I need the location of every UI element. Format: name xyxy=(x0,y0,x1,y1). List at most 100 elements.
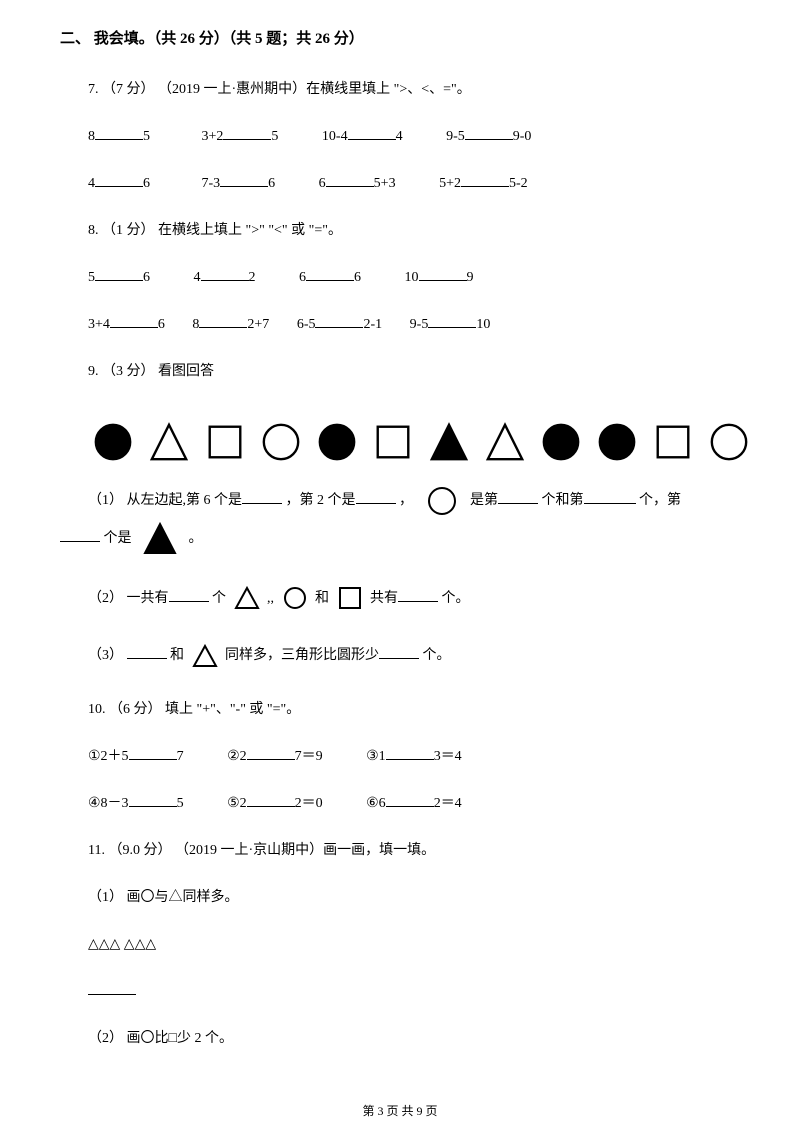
blank[interactable] xyxy=(465,126,513,140)
q8-row2: 3+46 82+7 6-52-1 9-510 xyxy=(88,314,750,335)
q11-s1: （1） 画〇与△同样多。 xyxy=(88,887,750,908)
q9-s1d: 是第 xyxy=(470,493,498,508)
q10-stem: 10. （6 分） 填上 "+"、"-" 或 "="。 xyxy=(88,699,750,720)
blank[interactable] xyxy=(129,793,177,807)
circle-outline-icon xyxy=(260,420,302,464)
q10-r1-c: ②2 xyxy=(227,749,247,764)
q9-s3c: 同样多，三角形比圆形少 xyxy=(225,648,379,663)
blank[interactable] xyxy=(242,490,282,504)
q8-row1: 56 42 66 109 xyxy=(88,267,750,288)
circle-filled-icon xyxy=(540,420,582,464)
q9-s3a: （3） xyxy=(88,648,127,663)
q10-r1-d: 7＝9 xyxy=(295,749,323,764)
blank[interactable] xyxy=(498,490,538,504)
q9-s2e: 共有 xyxy=(370,591,398,606)
blank[interactable] xyxy=(584,490,636,504)
q7-row2: 46 7-36 65+3 5+25-2 xyxy=(88,173,750,194)
blank[interactable] xyxy=(201,267,249,281)
q9-s1f: 个，第 xyxy=(639,493,681,508)
blank[interactable] xyxy=(348,126,396,140)
q9-s2f: 个。 xyxy=(442,591,470,606)
q8-r2-g: 9-5 xyxy=(410,317,429,332)
q7-r2-b: 6 xyxy=(143,176,150,191)
blank[interactable] xyxy=(419,267,467,281)
q8-r2-e: 6-5 xyxy=(297,317,316,332)
square-outline-icon xyxy=(337,585,363,611)
triangle-filled-icon xyxy=(428,420,470,464)
q7-row1: 85 3+25 10-44 9-59-0 xyxy=(88,126,750,147)
question-7: 7. （7 分） （2019 一上·惠州期中）在横线里填上 ">、<、="。 8… xyxy=(60,79,750,194)
q10-row2: ④8－3 5 ⑤2 2＝0 ⑥6 2＝4 xyxy=(88,793,750,814)
q7-r2-h: 5-2 xyxy=(509,176,528,191)
q10-r1-b: 7 xyxy=(177,749,184,764)
q9-s1h: 。 xyxy=(189,531,203,546)
q7-r1-d: 5 xyxy=(271,129,278,144)
blank[interactable] xyxy=(386,793,434,807)
q10-r1-e: ③1 xyxy=(366,749,386,764)
blank[interactable] xyxy=(60,528,100,542)
question-11: 11. （9.0 分） （2019 一上·京山期中）画一画，填一填。 （1） 画… xyxy=(60,840,750,1049)
blank[interactable] xyxy=(379,645,419,659)
blank[interactable] xyxy=(247,746,295,760)
q10-row1: ①2＋57 ②27＝9 ③13＝4 xyxy=(88,746,750,767)
question-9: 9. （3 分） 看图回答 （1） 从左边起,第 6 个是 ，第 2 个是 ， … xyxy=(60,361,750,673)
q10-r1-a: ①2＋5 xyxy=(88,749,129,764)
circle-outline-icon xyxy=(708,420,750,464)
blank[interactable] xyxy=(428,314,476,328)
triangle-outline-icon xyxy=(192,643,218,669)
blank[interactable] xyxy=(220,173,268,187)
q7-r1-g: 9-5 xyxy=(446,129,465,144)
q7-r2-f: 5+3 xyxy=(374,176,396,191)
q8-r1-f: 6 xyxy=(354,270,361,285)
blank[interactable] xyxy=(223,126,271,140)
q8-r2-h: 10 xyxy=(476,317,490,332)
blank[interactable] xyxy=(315,314,363,328)
blank[interactable] xyxy=(129,746,177,760)
blank[interactable] xyxy=(169,588,209,602)
q7-r1-b: 5 xyxy=(143,129,150,144)
blank[interactable] xyxy=(110,314,158,328)
q10-r2-e: ⑥6 xyxy=(366,796,386,811)
q10-r2-c: ⑤2 xyxy=(227,796,247,811)
blank[interactable] xyxy=(127,645,167,659)
q9-s1g: 个是 xyxy=(104,531,132,546)
blank[interactable] xyxy=(326,173,374,187)
blank[interactable] xyxy=(386,746,434,760)
q11-s1-shapes: △△△ △△△ xyxy=(88,934,750,955)
q10-r2-b: 5 xyxy=(177,796,184,811)
triangle-outline-icon xyxy=(234,585,260,611)
square-outline-icon xyxy=(204,420,246,464)
blank[interactable] xyxy=(306,267,354,281)
blank[interactable] xyxy=(199,314,247,328)
blank[interactable] xyxy=(461,173,509,187)
q8-r1-d: 2 xyxy=(249,270,256,285)
blank[interactable] xyxy=(95,173,143,187)
q7-r2-d: 6 xyxy=(268,176,275,191)
q11-answer-line[interactable] xyxy=(88,981,750,1002)
q8-r1-a: 5 xyxy=(88,270,95,285)
q7-r2-e: 6 xyxy=(319,176,326,191)
q9-sub2: （2） 一共有 个 ,, 和 共有 个。 xyxy=(88,582,750,616)
q9-shapes-row xyxy=(88,408,750,482)
blank[interactable] xyxy=(247,793,295,807)
blank[interactable] xyxy=(356,490,396,504)
blank[interactable] xyxy=(95,267,143,281)
page-footer: 第 3 页 共 9 页 xyxy=(0,1102,800,1120)
q9-s1a: （1） 从左边起,第 6 个是 xyxy=(88,493,242,508)
question-10: 10. （6 分） 填上 "+"、"-" 或 "="。 ①2＋57 ②27＝9 … xyxy=(60,699,750,814)
q8-r2-d: 2+7 xyxy=(247,317,269,332)
q8-r1-e: 6 xyxy=(299,270,306,285)
q10-r2-d: 2＝0 xyxy=(295,796,323,811)
q8-r2-b: 6 xyxy=(158,317,165,332)
q7-r1-e: 10-4 xyxy=(322,129,348,144)
q10-r2-a: ④8－3 xyxy=(88,796,129,811)
q10-r2-f: 2＝4 xyxy=(434,796,462,811)
q8-r1-b: 6 xyxy=(143,270,150,285)
q7-stem: 7. （7 分） （2019 一上·惠州期中）在横线里填上 ">、<、="。 xyxy=(88,79,750,100)
q9-s2b: 个 xyxy=(212,591,226,606)
q7-r1-h: 9-0 xyxy=(513,129,532,144)
q9-s1c: ， xyxy=(399,493,413,508)
blank[interactable] xyxy=(95,126,143,140)
blank[interactable] xyxy=(398,588,438,602)
q7-r1-c: 3+2 xyxy=(202,129,224,144)
